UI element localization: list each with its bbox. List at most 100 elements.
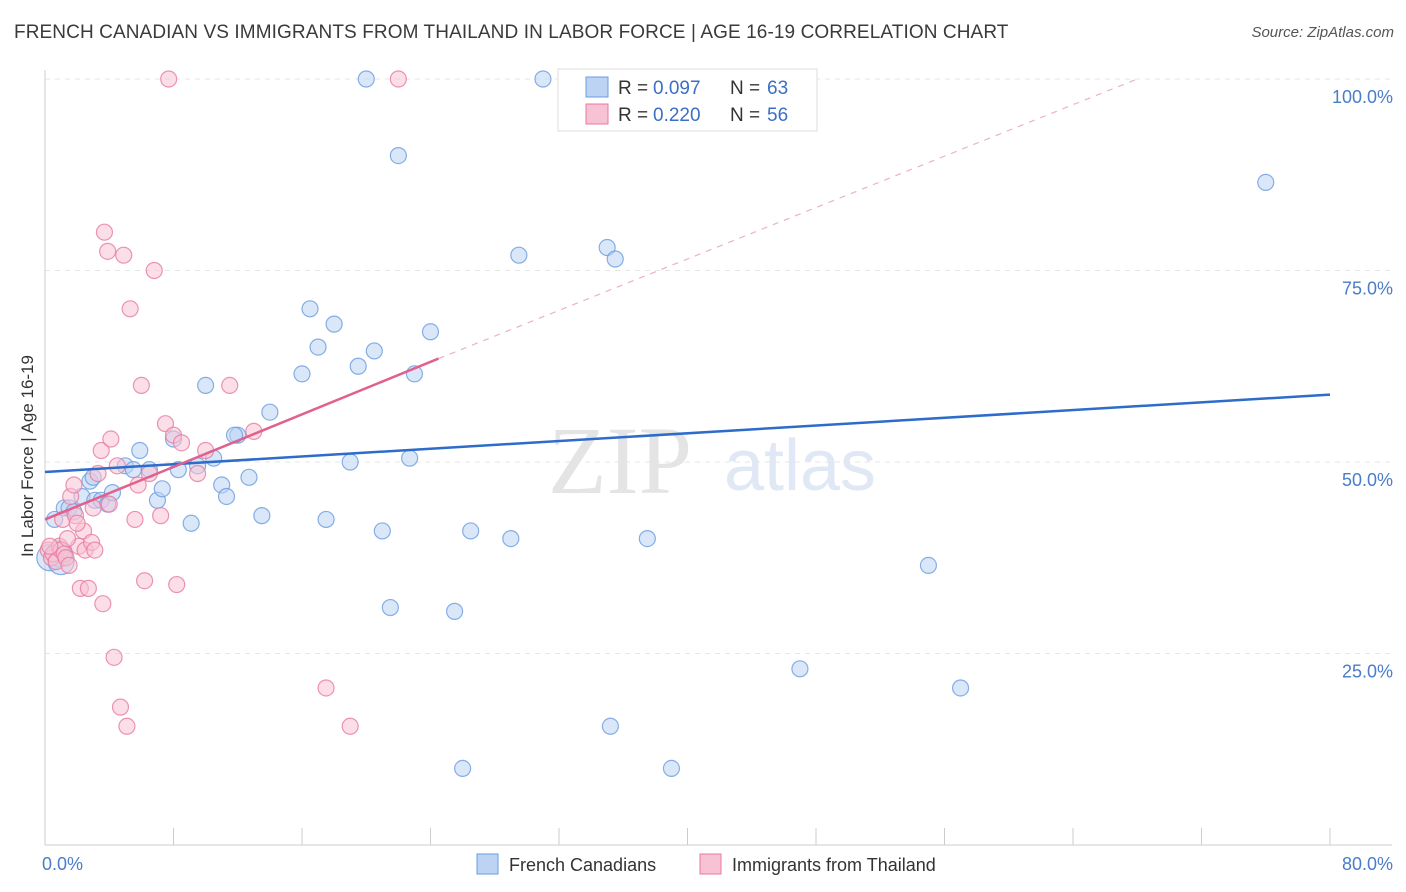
- point-french-canadians: [510, 246, 528, 264]
- point-french-canadians: [951, 679, 970, 697]
- series-immigrants-thailand: [39, 70, 407, 735]
- point-french-canadians: [445, 602, 464, 620]
- point-french-canadians: [153, 480, 171, 498]
- point-immigrants-thailand: [118, 717, 136, 735]
- x-tick-label-min: 0.0%: [42, 854, 83, 874]
- point-immigrants-thailand: [79, 579, 97, 597]
- point-french-canadians: [401, 449, 419, 467]
- point-immigrants-thailand: [132, 376, 150, 394]
- point-immigrants-thailand: [41, 537, 59, 555]
- point-french-canadians: [421, 323, 440, 341]
- point-immigrants-thailand: [58, 529, 77, 548]
- point-french-canadians: [662, 759, 681, 778]
- watermark-zip: ZIP: [548, 407, 692, 514]
- point-immigrants-thailand: [92, 441, 110, 460]
- point-french-canadians: [502, 529, 520, 548]
- bottom-legend-label-immigrants-thailand: Immigrants from Thailand: [732, 855, 936, 875]
- gridlines: [45, 78, 1392, 654]
- point-immigrants-thailand: [115, 246, 133, 264]
- legend-swatch-immigrants-thailand: [585, 103, 609, 125]
- trend-lines: [44, 78, 1331, 521]
- bottom-legend-label-french-canadians: French Canadians: [509, 855, 656, 875]
- point-immigrants-thailand: [341, 717, 359, 735]
- point-french-canadians: [341, 453, 359, 471]
- correlation-legend: R = 0.097 N = 63 R = 0.220 N = 56: [557, 68, 818, 132]
- legend-r-value-1: 0.097: [653, 78, 701, 99]
- point-french-canadians: [462, 522, 480, 540]
- x-tick-label-max: 80.0%: [1342, 854, 1393, 874]
- point-immigrants-thailand: [111, 698, 130, 716]
- point-french-canadians: [124, 461, 142, 479]
- point-immigrants-thailand: [172, 434, 191, 452]
- point-immigrants-thailand: [105, 648, 123, 666]
- point-immigrants-thailand: [188, 464, 207, 483]
- point-immigrants-thailand: [152, 507, 170, 525]
- y-tick-labels: 25.0% 50.0% 75.0% 100.0%: [1332, 87, 1393, 682]
- point-french-canadians: [253, 507, 271, 525]
- point-french-canadians: [325, 315, 343, 333]
- trend-line-immigrants-thailand-extension: [438, 78, 1138, 360]
- bottom-legend-swatch-french-canadians: [476, 853, 499, 875]
- point-immigrants-thailand: [99, 242, 117, 260]
- point-french-canadians: [373, 522, 391, 540]
- point-immigrants-thailand: [145, 261, 163, 280]
- source-credit: Source: ZipAtlas.com: [1251, 24, 1394, 41]
- legend-swatch-french-canadians: [585, 76, 609, 98]
- point-french-canadians: [240, 468, 258, 486]
- legend-r-label-2: R =: [618, 105, 653, 126]
- legend-n-label-1: N =: [730, 78, 765, 99]
- point-immigrants-thailand: [60, 556, 78, 575]
- legend-r-value-2: 0.220: [653, 105, 701, 126]
- y-axis-label: In Labor Force | Age 16-19: [18, 355, 37, 557]
- point-french-canadians: [381, 598, 399, 617]
- point-french-canadians: [357, 70, 375, 88]
- point-french-canadians: [606, 250, 624, 268]
- legend-n-value-1: 63: [767, 78, 788, 99]
- point-immigrants-thailand: [168, 575, 186, 594]
- y-tick-label: 75.0%: [1342, 279, 1393, 299]
- y-tick-label: 25.0%: [1342, 662, 1393, 682]
- point-french-canadians: [261, 403, 279, 421]
- point-immigrants-thailand: [102, 430, 120, 448]
- point-french-canadians: [365, 342, 383, 360]
- point-immigrants-thailand: [65, 476, 83, 494]
- point-immigrants-thailand: [121, 300, 139, 318]
- point-french-canadians: [919, 556, 938, 575]
- point-immigrants-thailand: [160, 70, 178, 88]
- point-french-canadians: [601, 717, 620, 735]
- watermark-atlas: atlas: [724, 426, 876, 506]
- point-french-canadians: [454, 759, 472, 778]
- point-french-canadians: [309, 338, 327, 356]
- legend-r-label-1: R =: [618, 78, 653, 99]
- trend-line-french-canadians: [44, 393, 1331, 474]
- point-immigrants-thailand: [135, 572, 154, 590]
- point-french-canadians: [217, 487, 236, 506]
- point-french-canadians: [791, 660, 809, 678]
- point-french-canadians: [389, 147, 407, 165]
- point-immigrants-thailand: [221, 376, 239, 394]
- point-immigrants-thailand: [108, 457, 126, 475]
- chart-title: FRENCH CANADIAN VS IMMIGRANTS FROM THAIL…: [14, 22, 1009, 43]
- point-immigrants-thailand: [68, 514, 86, 532]
- bottom-legend-swatch-immigrants-thailand: [699, 853, 722, 875]
- point-immigrants-thailand: [100, 495, 118, 513]
- y-tick-label: 50.0%: [1342, 470, 1393, 490]
- point-french-canadians: [293, 365, 311, 383]
- point-immigrants-thailand: [86, 541, 104, 559]
- point-french-canadians: [197, 376, 215, 394]
- point-immigrants-thailand: [317, 679, 335, 697]
- point-french-canadians: [534, 70, 552, 88]
- point-french-canadians: [317, 510, 335, 529]
- point-french-canadians: [131, 441, 149, 460]
- point-french-canadians: [182, 514, 200, 532]
- point-immigrants-thailand: [389, 70, 407, 88]
- legend-n-label-2: N =: [730, 105, 765, 126]
- y-tick-label: 100.0%: [1332, 87, 1393, 107]
- point-immigrants-thailand: [94, 595, 112, 613]
- axes: [44, 70, 1392, 846]
- legend-n-value-2: 56: [767, 105, 788, 126]
- series-legend: French Canadians Immigrants from Thailan…: [476, 853, 936, 875]
- point-french-canadians: [1257, 173, 1275, 192]
- point-immigrants-thailand: [126, 510, 144, 529]
